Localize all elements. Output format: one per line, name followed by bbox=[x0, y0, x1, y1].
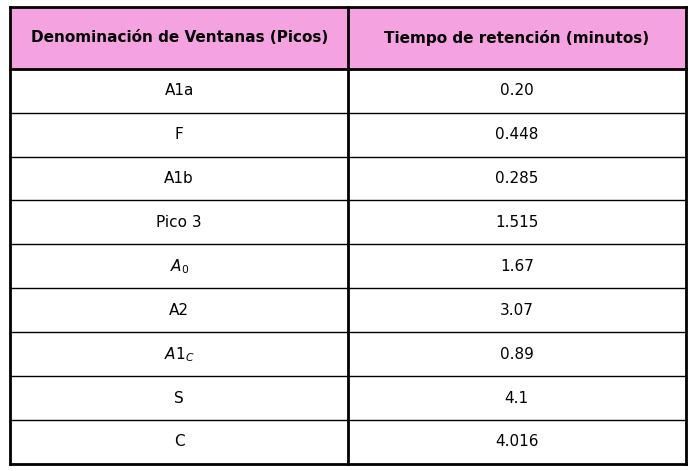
Bar bbox=[10, 244, 348, 288]
Bar bbox=[10, 420, 348, 464]
Bar bbox=[348, 7, 686, 69]
Bar bbox=[348, 332, 686, 376]
Text: S: S bbox=[174, 390, 184, 406]
Bar bbox=[10, 376, 348, 420]
Text: 1.67: 1.67 bbox=[500, 259, 534, 274]
Text: F: F bbox=[175, 127, 184, 142]
Bar bbox=[348, 420, 686, 464]
Text: A1a: A1a bbox=[164, 83, 194, 98]
Text: 1.515: 1.515 bbox=[495, 215, 539, 230]
Bar bbox=[348, 113, 686, 156]
Bar bbox=[10, 156, 348, 201]
Text: 3.07: 3.07 bbox=[500, 303, 534, 318]
Bar bbox=[348, 201, 686, 244]
Bar bbox=[10, 288, 348, 332]
Text: C: C bbox=[174, 434, 184, 449]
Text: A2: A2 bbox=[169, 303, 189, 318]
Bar bbox=[10, 332, 348, 376]
Text: $A_0$: $A_0$ bbox=[170, 257, 189, 276]
Bar bbox=[10, 7, 348, 69]
Text: 4.1: 4.1 bbox=[505, 390, 529, 406]
Text: 0.89: 0.89 bbox=[500, 347, 534, 362]
Text: $A1_C$: $A1_C$ bbox=[164, 345, 194, 364]
Bar bbox=[10, 69, 348, 113]
Text: A1b: A1b bbox=[164, 171, 194, 186]
Bar bbox=[10, 113, 348, 156]
Text: Denominación de Ventanas (Picos): Denominación de Ventanas (Picos) bbox=[31, 31, 328, 45]
Text: 0.20: 0.20 bbox=[500, 83, 534, 98]
Text: Tiempo de retención (minutos): Tiempo de retención (minutos) bbox=[384, 30, 649, 46]
Bar bbox=[348, 156, 686, 201]
Bar bbox=[348, 376, 686, 420]
Text: Pico 3: Pico 3 bbox=[157, 215, 202, 230]
Text: 0.448: 0.448 bbox=[495, 127, 539, 142]
Bar bbox=[348, 244, 686, 288]
Bar bbox=[348, 288, 686, 332]
Text: 0.285: 0.285 bbox=[495, 171, 539, 186]
Bar bbox=[10, 201, 348, 244]
Text: 4.016: 4.016 bbox=[495, 434, 539, 449]
Bar bbox=[348, 69, 686, 113]
